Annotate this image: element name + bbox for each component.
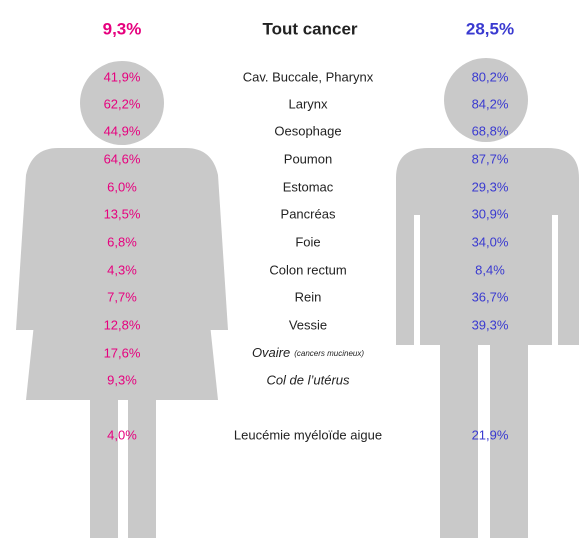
cancer-label: Pancréas — [281, 206, 336, 221]
women-value: 44,9% — [104, 123, 141, 138]
cancer-label: Poumon — [284, 151, 332, 166]
women-value: 17,6% — [104, 345, 141, 360]
women-total: 9,3% — [103, 19, 142, 38]
women-value: 6,8% — [107, 234, 137, 249]
cancer-label: Larynx — [288, 96, 328, 111]
men-value: 30,9% — [472, 206, 509, 221]
women-value: 13,5% — [104, 206, 141, 221]
cancer-label: Vessie — [289, 317, 327, 332]
men-value: 29,3% — [472, 179, 509, 194]
women-value: 6,0% — [107, 179, 137, 194]
women-value: 41,9% — [104, 69, 141, 84]
men-value: 87,7% — [472, 151, 509, 166]
men-value: 34,0% — [472, 234, 509, 249]
cancer-label: Colon rectum — [269, 262, 346, 277]
women-value: 4,0% — [107, 427, 137, 442]
men-value: 80,2% — [472, 69, 509, 84]
cancer-label: Ovaire (cancers mucineux) — [252, 345, 364, 360]
man-silhouette — [396, 58, 579, 538]
women-value: 64,6% — [104, 151, 141, 166]
men-value: 36,7% — [472, 289, 509, 304]
men-value: 8,4% — [475, 262, 505, 277]
cancer-label: Oesophage — [274, 123, 341, 138]
women-value: 9,3% — [107, 372, 137, 387]
cancer-label: Foie — [295, 234, 320, 249]
cancer-label: Estomac — [283, 179, 334, 194]
women-value: 12,8% — [104, 317, 141, 332]
women-value: 7,7% — [107, 289, 137, 304]
cancer-label: Rein — [295, 289, 322, 304]
cancer-label: Col de l’utérus — [266, 372, 350, 387]
men-value: 21,9% — [472, 427, 509, 442]
label-note: (cancers mucineux) — [294, 349, 364, 358]
men-value: 39,3% — [472, 317, 509, 332]
woman-silhouette — [16, 61, 228, 538]
women-value: 4,3% — [107, 262, 137, 277]
cancer-label: Cav. Buccale, Pharynx — [243, 69, 374, 84]
cancer-label: Leucémie myéloïde aigue — [234, 427, 382, 442]
label-main: Ovaire — [252, 345, 290, 360]
title: Tout cancer — [262, 19, 357, 38]
men-value: 84,2% — [472, 96, 509, 111]
women-value: 62,2% — [104, 96, 141, 111]
men-total: 28,5% — [466, 19, 514, 38]
men-value: 68,8% — [472, 123, 509, 138]
